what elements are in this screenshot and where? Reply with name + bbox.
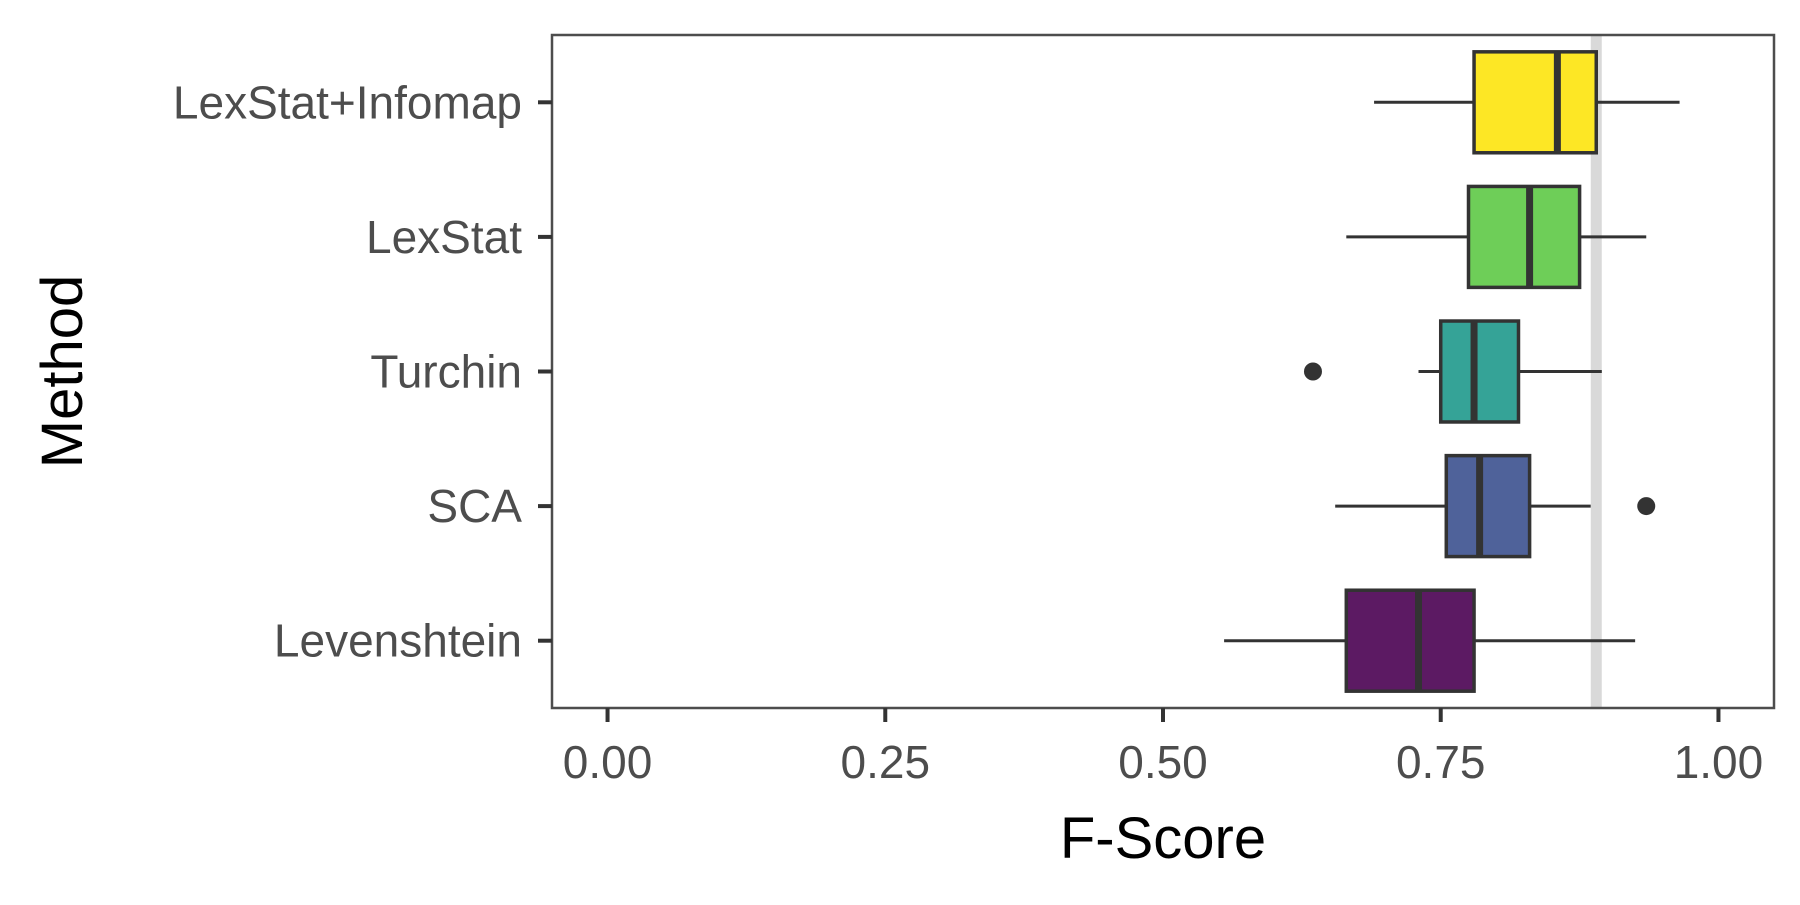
box-rect-lexstat — [1466, 184, 1582, 290]
box-levenshtein — [1224, 588, 1636, 693]
x-tick-label: 0.50 — [1118, 736, 1208, 788]
x-axis: 0.00 0.25 0.50 0.75 1.00 — [563, 708, 1763, 788]
box-lexstat-infomap — [1374, 50, 1680, 155]
outlier-point-sca — [1637, 497, 1656, 516]
box-rect-sca — [1444, 453, 1532, 559]
y-tick-label: LexStat+Infomap — [173, 76, 522, 128]
y-tick-label: LexStat — [366, 211, 522, 263]
y-tick-label: SCA — [427, 480, 522, 532]
box-rect-turchin — [1438, 319, 1521, 424]
y-tick-label: Turchin — [370, 346, 522, 398]
x-tick-label: 0.00 — [563, 736, 653, 788]
box-turchin — [1303, 319, 1602, 424]
boxes-layer — [1224, 50, 1680, 693]
box-sca — [1335, 453, 1656, 559]
y-axis: LexStat+Infomap LexStat Turchin SCA Levensht… — [173, 76, 552, 667]
x-tick-label: 0.75 — [1396, 736, 1486, 788]
box-rect-levenshtein — [1344, 588, 1476, 693]
y-axis-title: Method — [30, 275, 95, 468]
x-tick-label: 1.00 — [1674, 736, 1764, 788]
x-tick-label: 0.25 — [841, 736, 931, 788]
outlier-point-turchin — [1303, 362, 1322, 381]
box-rect-lexstat-infomap — [1472, 50, 1599, 155]
x-axis-title: F-Score — [1060, 806, 1266, 871]
box-lexstat — [1346, 184, 1647, 290]
y-tick-label: Levenshtein — [274, 615, 522, 667]
